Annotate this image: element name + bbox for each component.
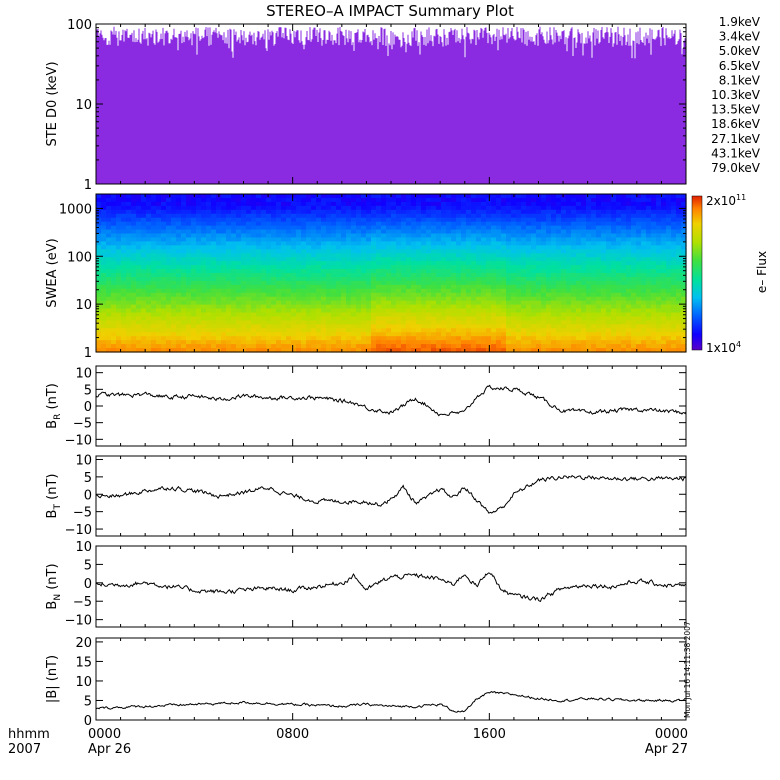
legend-10.3keV: 10.3keV <box>711 88 761 102</box>
panel-br-frame <box>95 365 687 447</box>
colorbar-min-label: 1x104 <box>706 340 741 355</box>
panel-bmag-frame <box>95 637 687 721</box>
panel-bmag-ytick-0: 20 <box>75 636 92 651</box>
panel-swea-spectrogram <box>96 194 687 353</box>
panel-swea-ylabel: SWEA (eV) <box>45 238 60 307</box>
time-tick-date-0: Apr 26 <box>88 742 131 757</box>
time-axis-label-bottom: 2007 <box>8 742 41 757</box>
panel-swea-ytick-3: 1000 <box>59 202 92 217</box>
panel-ste-ytick-2: 100 <box>67 18 92 33</box>
legend-18.6keV: 18.6keV <box>711 117 761 131</box>
panel-bmag-line <box>96 691 686 713</box>
colorbar-max-label: 2x1011 <box>706 193 746 208</box>
panel-bmag-ytick-4: 0 <box>84 714 92 729</box>
panel-ste-series-1.9keV <box>96 26 686 184</box>
panel-bn-ytick-0: 10 <box>75 540 92 555</box>
panel-ste-ylabel: STE D0 (keV) <box>45 61 60 146</box>
panel-swea-ytick-0: 1 <box>84 346 92 361</box>
time-tick-1: 0800 <box>276 727 309 742</box>
time-tick-0: 0000 <box>88 727 121 742</box>
time-tick-2: 1600 <box>473 727 506 742</box>
legend-1.9keV: 1.9keV <box>719 15 761 29</box>
time-axis-label-top: hhmm <box>8 727 50 742</box>
panel-br-ytick-0: 10 <box>75 367 92 382</box>
panel-bn-ytick-1: 5 <box>84 558 92 573</box>
panel-bt-ytick-1: 5 <box>84 471 92 486</box>
panel-bmag-ylabel: |B| (nT) <box>45 655 60 703</box>
time-tick-date-3: Apr 27 <box>645 742 688 757</box>
panel-br-line <box>96 384 686 417</box>
panel-ste-data <box>96 26 686 184</box>
legend-13.5keV: 13.5keV <box>711 103 761 117</box>
plot-title: STEREO–A IMPACT Summary Plot <box>266 2 514 20</box>
panel-br-ytick-3: −5 <box>73 417 92 432</box>
legend-3.4keV: 3.4keV <box>719 30 761 44</box>
panel-bn-line <box>96 572 686 603</box>
colorbar-label: e– Flux <box>755 251 769 293</box>
legend-5.0keV: 5.0keV <box>719 44 761 58</box>
legend-79.0keV: 79.0keV <box>711 161 761 175</box>
panel-br-ylabel: BR (nT) <box>45 383 63 429</box>
panel-bt-ytick-4: −10 <box>65 523 92 538</box>
panel-br-ytick-1: 5 <box>84 383 92 398</box>
panel-bn-ylabel: BN (nT) <box>45 563 63 609</box>
legend-43.1keV: 43.1keV <box>711 146 761 160</box>
legend-6.5keV: 6.5keV <box>719 59 761 73</box>
colorbar <box>691 195 703 351</box>
panel-bmag-ytick-1: 15 <box>75 655 92 670</box>
panel-bt-frame <box>95 455 687 537</box>
panel-bt-line <box>96 474 686 514</box>
panel-bt-ylabel: BT (nT) <box>45 474 63 519</box>
timestamp: Mon Jul 16 14:11:38 2007 <box>683 621 692 718</box>
panel-bt-ytick-3: −5 <box>73 506 92 521</box>
time-tick-3: 0000 <box>655 727 688 742</box>
legend-8.1keV: 8.1keV <box>719 73 761 87</box>
panel-bn-ytick-3: −5 <box>73 595 92 610</box>
panel-swea-ytick-1: 10 <box>75 298 92 313</box>
panel-bn-ytick-4: −10 <box>65 614 92 629</box>
panel-bn-ytick-2: 0 <box>84 577 92 592</box>
panel-br-ytick-4: −10 <box>65 433 92 448</box>
panel-bmag-ytick-3: 5 <box>84 694 92 709</box>
panel-bt-ytick-0: 10 <box>75 453 92 468</box>
panel-bmag-ytick-2: 10 <box>75 675 92 690</box>
panel-ste-ytick-1: 10 <box>75 98 92 113</box>
legend-27.1keV: 27.1keV <box>711 132 761 146</box>
panel-bt-ytick-2: 0 <box>84 488 92 503</box>
panel-swea-ytick-2: 100 <box>67 250 92 265</box>
panel-br-ytick-2: 0 <box>84 400 92 415</box>
panel-ste-ytick-0: 1 <box>84 178 92 193</box>
